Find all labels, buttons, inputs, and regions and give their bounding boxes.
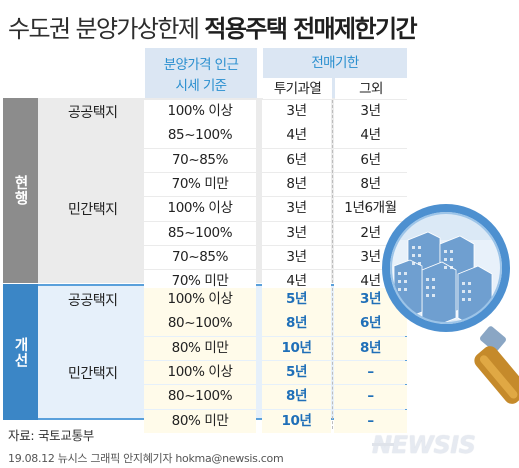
current-section-label: 현행 [3,98,38,283]
overheated-cell: 6년 [262,148,331,173]
price-ratio-cell: 80% 미만 [144,336,256,361]
table-row: 100% 이상 5년 – [144,360,407,385]
title: 수도권 분양가상한제 적용주택 전매제한기간 [8,9,418,44]
price-ratio-cell: 80~100% [144,312,256,336]
price-ratio-cell: 80~100% [144,385,256,409]
other-cell: 2년 [334,221,407,246]
overheated-cell: 5년 [262,288,331,312]
overheated-cell: 10년 [262,336,331,361]
price-ratio-cell: 100% 이상 [144,288,256,312]
table-row: 80% 미만 10년 8년 [144,336,407,361]
overheated-cell: 3년 [262,197,331,221]
other-cell: – [334,385,407,409]
overheated-cell: 3년 [262,100,331,124]
table-row: 85~100% 4년 4년 [144,124,407,148]
other-cell: 6년 [334,312,407,336]
table-row: 85~100% 3년 2년 [144,221,407,246]
other-cell: 4년 [334,124,407,148]
table-row: 100% 이상 3년 3년 [144,100,407,124]
table-row: 100% 이상 3년 1년6개월 [144,197,407,221]
group-label: 민간택지 [68,365,118,382]
price-ratio-cell: 85~100% [144,221,256,246]
overheated-cell: 3년 [262,221,331,246]
header-price-ratio-line2: 시세 기준 [175,78,228,94]
group-label: 민간택지 [68,202,118,219]
current-label-text: 현행 [12,175,28,206]
price-ratio-cell: 70% 미만 [144,172,256,197]
other-cell: – [334,409,407,434]
overheated-cell: 8년 [262,172,331,197]
price-ratio-cell: 70% 미만 [144,270,256,294]
group-label: 공공택지 [68,293,118,309]
other-cell: – [334,360,407,385]
title-bold: 적용주택 전매제한기간 [204,15,417,43]
price-ratio-cell: 85~100% [144,124,256,148]
price-ratio-cell: 100% 이상 [144,360,256,385]
other-cell: 3년 [334,100,407,124]
credit: 19.08.12 뉴시스 그래픽 안지혜기자 hokma@newsis.com [8,452,284,465]
magnifier-handle [474,326,519,404]
table-row: 70~85% 3년 3년 [144,245,407,270]
logo-bar [372,443,394,446]
header-price-ratio-line1: 분양가격 인근 [163,57,239,73]
header-price-ratio-box [145,48,257,98]
price-ratio-cell: 70~85% [144,245,256,270]
table-row: 80% 미만 10년 – [144,409,407,434]
overheated-cell: 5년 [262,360,331,385]
table-row: 100% 이상 5년 3년 [144,288,407,312]
overheated-cell: 4년 [262,270,331,294]
magnifier-icon [382,204,519,404]
overheated-cell: 3년 [262,245,331,270]
overheated-cell: 4년 [262,124,331,148]
header-price-ratio: 분양가격 인근 시세 기준 [145,55,257,97]
improved-section-label: 개선 [3,284,38,420]
other-cell: 8년 [334,336,407,361]
price-ratio-cell: 70~85% [144,148,256,173]
other-cell: 8년 [334,172,407,197]
newsis-logo: NEWSIS [372,431,476,459]
group-label: 공공택지 [68,105,118,121]
overheated-cell: 8년 [262,385,331,409]
source: 자료: 국토교통부 [8,428,94,443]
overheated-cell: 10년 [262,409,331,434]
table-row: 80~100% 8년 6년 [144,312,407,336]
table-row: 80~100% 8년 – [144,385,407,409]
improved-label-text: 개선 [12,336,28,368]
table-row: 70% 미만 8년 8년 [144,172,407,197]
header-overheated: 투기과열 [263,78,332,99]
title-normal: 수도권 분양가상한제 [8,15,200,43]
column-separator [332,100,333,283]
other-cell: 1년6개월 [334,197,407,221]
header-resale-period: 전매기한 [311,55,359,71]
other-cell: 6년 [334,148,407,173]
header-other: 그외 [335,78,407,99]
price-ratio-cell: 80% 미만 [144,409,256,434]
overheated-cell: 8년 [262,312,331,336]
price-ratio-cell: 100% 이상 [144,100,256,124]
table-row: 70~85% 6년 6년 [144,148,407,173]
price-ratio-cell: 100% 이상 [144,197,256,221]
column-separator [332,288,333,429]
